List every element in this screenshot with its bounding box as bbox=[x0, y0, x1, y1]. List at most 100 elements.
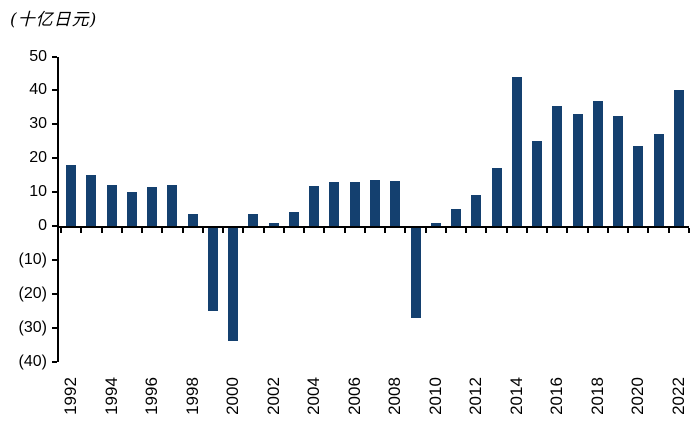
x-axis-tick bbox=[161, 228, 164, 233]
bar-2017 bbox=[572, 114, 583, 226]
x-axis-tick bbox=[60, 228, 62, 233]
bar-2020 bbox=[633, 146, 644, 226]
x-axis-tick-label: 2018 bbox=[587, 377, 607, 415]
x-axis-tick bbox=[384, 228, 387, 233]
y-axis-line bbox=[57, 56, 59, 362]
y-axis-tick-label: 10 bbox=[29, 183, 47, 201]
x-axis-tick bbox=[485, 228, 488, 233]
x-axis-tick-label: 2010 bbox=[425, 377, 445, 415]
x-axis-tick bbox=[181, 228, 184, 233]
x-axis-tick bbox=[586, 228, 589, 233]
x-axis-tick bbox=[80, 228, 83, 233]
x-axis-tick bbox=[606, 228, 609, 233]
y-axis-tick-label: 0 bbox=[38, 217, 47, 234]
x-axis-tick bbox=[141, 228, 144, 233]
x-axis-tick bbox=[627, 228, 630, 233]
x-axis-tick-label: 2016 bbox=[547, 377, 567, 415]
bar-1999 bbox=[207, 226, 218, 311]
x-axis-tick bbox=[566, 228, 569, 233]
bar-2019 bbox=[613, 115, 624, 226]
x-axis-tick-label: 2012 bbox=[466, 377, 486, 415]
y-axis-tick bbox=[52, 191, 57, 194]
x-axis-tick bbox=[222, 228, 225, 233]
x-axis-tick bbox=[282, 228, 285, 233]
y-axis-tick bbox=[52, 157, 57, 160]
bar-1998 bbox=[187, 214, 198, 226]
x-axis-tick bbox=[444, 228, 447, 233]
x-axis-tick bbox=[465, 228, 468, 233]
x-axis-tick bbox=[424, 228, 427, 233]
x-axis-tick-label: 1994 bbox=[101, 377, 121, 415]
x-axis-tick bbox=[404, 228, 407, 233]
x-axis-tick bbox=[120, 228, 123, 233]
x-axis-tick-label: 2000 bbox=[223, 377, 243, 415]
bar-2007 bbox=[370, 179, 380, 226]
x-axis-tick bbox=[525, 228, 528, 233]
x-axis-tick bbox=[262, 228, 265, 233]
x-axis-tick-label: 2006 bbox=[344, 377, 364, 415]
y-axis-tick-label: 40 bbox=[29, 81, 47, 99]
bar-2022 bbox=[673, 90, 684, 226]
x-axis-tick-label: 1996 bbox=[142, 377, 162, 415]
bar-2021 bbox=[653, 134, 664, 226]
bar-2014 bbox=[511, 76, 522, 226]
x-axis-tick bbox=[343, 228, 346, 233]
bar-2018 bbox=[592, 100, 603, 226]
y-axis-tick bbox=[52, 89, 57, 92]
bar-2000 bbox=[228, 226, 239, 342]
bar-2008 bbox=[390, 180, 401, 226]
x-axis-tick bbox=[363, 228, 366, 233]
y-axis-tick bbox=[52, 225, 57, 227]
x-axis-tick bbox=[323, 228, 326, 233]
bar-2015 bbox=[532, 141, 543, 226]
bar-2003 bbox=[288, 212, 299, 226]
y-axis-tick bbox=[52, 326, 57, 329]
x-axis-tick bbox=[546, 228, 549, 233]
bar-1995 bbox=[126, 192, 137, 226]
bar-1993 bbox=[86, 175, 97, 226]
y-axis-tick-label: (40) bbox=[18, 352, 47, 370]
x-axis-tick-label: 2008 bbox=[385, 377, 405, 415]
bar-1996 bbox=[147, 187, 158, 226]
y-axis-tick bbox=[52, 292, 57, 295]
x-axis-line bbox=[57, 226, 689, 228]
bar-2013 bbox=[491, 168, 502, 226]
y-axis-tick-label: 50 bbox=[29, 47, 47, 65]
bar-1992 bbox=[66, 164, 77, 226]
bar-2009 bbox=[410, 226, 421, 318]
y-axis-tick-label: 20 bbox=[29, 149, 47, 167]
y-axis-tick bbox=[52, 55, 57, 58]
x-axis-tick-label: 2022 bbox=[668, 377, 688, 415]
x-axis-tick bbox=[505, 228, 508, 233]
x-axis-tick-label: 2002 bbox=[263, 377, 283, 415]
bar-2016 bbox=[552, 105, 563, 226]
x-axis-tick-label: 2004 bbox=[304, 377, 324, 415]
x-axis-tick bbox=[688, 228, 690, 233]
x-axis-tick bbox=[100, 228, 103, 233]
bar-1994 bbox=[106, 185, 117, 226]
x-axis-tick bbox=[242, 228, 245, 233]
y-axis-tick bbox=[52, 258, 57, 261]
y-axis-tick-label: (30) bbox=[18, 318, 47, 336]
x-axis-tick-label: 2014 bbox=[506, 377, 526, 415]
y-axis-tick-label: (20) bbox=[18, 284, 47, 302]
y-axis-tick-label: (10) bbox=[18, 250, 47, 268]
x-axis-tick bbox=[303, 228, 306, 233]
bar-2004 bbox=[309, 186, 320, 226]
y-axis-tick-label: 30 bbox=[29, 115, 47, 133]
x-axis-tick bbox=[667, 228, 670, 233]
bar-2012 bbox=[471, 195, 482, 226]
bar-2006 bbox=[349, 182, 360, 226]
x-axis-tick-label: 1998 bbox=[182, 377, 202, 415]
x-axis-tick bbox=[647, 228, 650, 233]
x-axis-tick bbox=[201, 228, 204, 233]
bar-2001 bbox=[248, 214, 259, 226]
x-axis-tick-label: 1992 bbox=[61, 377, 81, 415]
bar-2005 bbox=[329, 181, 340, 226]
chart-unit-label: (十亿日元) bbox=[10, 10, 98, 30]
y-axis-tick bbox=[52, 360, 57, 363]
bar-2010 bbox=[430, 222, 441, 226]
bar-2002 bbox=[268, 222, 279, 226]
x-axis-tick-label: 2020 bbox=[628, 377, 648, 415]
